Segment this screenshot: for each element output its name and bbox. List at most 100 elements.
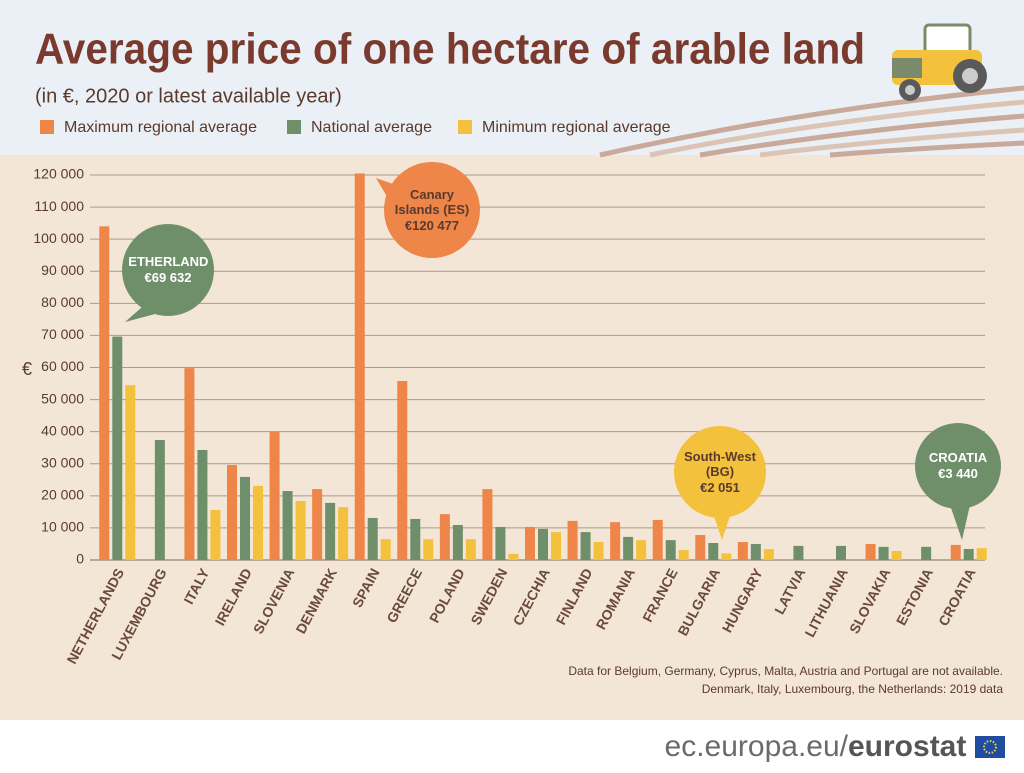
y-tick-label: 110 000 bbox=[34, 198, 84, 214]
bar bbox=[665, 540, 676, 560]
bar bbox=[367, 517, 378, 560]
y-tick-label: 20 000 bbox=[41, 487, 84, 503]
bar bbox=[763, 549, 774, 560]
bar bbox=[567, 520, 578, 560]
callout-bubble bbox=[915, 423, 1001, 509]
bar bbox=[295, 500, 306, 560]
callout-label: €3 440 bbox=[938, 466, 978, 481]
bar bbox=[695, 534, 706, 560]
bar bbox=[508, 553, 519, 560]
bar bbox=[154, 440, 165, 560]
chart-title: Average price of one hectare of arable l… bbox=[35, 25, 865, 74]
bar bbox=[750, 543, 761, 560]
bar bbox=[623, 536, 634, 560]
callout-label: €69 632 bbox=[144, 270, 192, 285]
legend-label: Minimum regional average bbox=[482, 119, 671, 136]
eu-flag bbox=[975, 736, 1005, 758]
y-tick-label: 0 bbox=[76, 551, 84, 567]
callout-content: CROATIA €3 440 bbox=[921, 429, 995, 503]
callout-title: NETHERLANDS bbox=[128, 254, 208, 270]
bar bbox=[737, 542, 748, 560]
y-tick-label: 50 000 bbox=[41, 390, 84, 406]
callout-content: NETHERLANDS€69 632 bbox=[128, 230, 208, 310]
y-tick-label: 90 000 bbox=[41, 262, 84, 278]
header-background bbox=[0, 0, 1024, 155]
legend-label: Maximum regional average bbox=[64, 119, 257, 136]
bar bbox=[678, 550, 689, 560]
bar bbox=[240, 476, 250, 560]
bar bbox=[380, 539, 391, 560]
bar bbox=[836, 545, 846, 560]
y-tick-label: 10 000 bbox=[41, 519, 84, 535]
chart-subtitle: (in €, 2020 or latest available year) bbox=[35, 85, 342, 107]
legend-swatch bbox=[458, 120, 472, 134]
bar bbox=[253, 485, 263, 560]
bar bbox=[452, 525, 463, 560]
y-tick-label: 60 000 bbox=[41, 358, 84, 374]
callout-bubble bbox=[674, 426, 766, 518]
bar bbox=[439, 514, 450, 560]
bar bbox=[465, 539, 476, 560]
bar bbox=[495, 526, 506, 560]
callout-label: €2 051 bbox=[700, 479, 740, 495]
bar bbox=[793, 545, 804, 560]
callout-content: Canary Islands (ES) €120 477 bbox=[390, 168, 474, 252]
bar bbox=[99, 226, 110, 561]
callout-text: South-West (BG)€2 051 bbox=[680, 432, 760, 512]
bar bbox=[865, 543, 876, 560]
bar bbox=[950, 544, 961, 560]
bar bbox=[338, 507, 349, 560]
field-stripes bbox=[599, 85, 1024, 158]
y-tick-label: 40 000 bbox=[41, 422, 84, 438]
source-site: ec.europa.eu/ bbox=[665, 730, 849, 763]
bar bbox=[210, 509, 221, 560]
bar bbox=[721, 553, 732, 560]
bar bbox=[636, 540, 647, 560]
bar bbox=[482, 489, 493, 560]
bar bbox=[878, 546, 889, 560]
callout-text: Canary Islands (ES)€120 477 bbox=[390, 168, 474, 252]
bar bbox=[551, 532, 561, 560]
bar bbox=[325, 502, 336, 560]
bar bbox=[312, 489, 323, 560]
bar bbox=[227, 465, 237, 560]
callout-content: South-West (BG) €2 051 bbox=[680, 432, 760, 512]
note: Data for Belgium, Germany, Cyprus, Malta… bbox=[568, 664, 1003, 678]
bar bbox=[397, 380, 408, 560]
bar bbox=[708, 542, 719, 560]
y-tick-label: 100 000 bbox=[33, 230, 84, 246]
bar bbox=[184, 368, 195, 560]
bar bbox=[538, 528, 548, 560]
callout-text: CROATIA€3 440 bbox=[921, 429, 995, 503]
bar bbox=[593, 542, 604, 560]
bar bbox=[921, 546, 932, 560]
bar bbox=[525, 526, 535, 560]
bar bbox=[423, 539, 434, 560]
callout-bubble bbox=[384, 162, 480, 258]
legend-swatch bbox=[287, 120, 301, 134]
y-tick-label: 30 000 bbox=[41, 454, 84, 470]
legend-swatch bbox=[40, 120, 54, 134]
footer-background bbox=[0, 720, 1024, 773]
y-axis-label: € bbox=[22, 359, 32, 379]
bar bbox=[976, 548, 987, 560]
y-tick-label: 80 000 bbox=[41, 294, 84, 310]
bar bbox=[269, 431, 280, 560]
callout-title: Canary Islands (ES) bbox=[394, 186, 470, 218]
legend-label: National average bbox=[311, 119, 432, 136]
note: Denmark, Italy, Luxembourg, the Netherla… bbox=[702, 682, 1004, 696]
bar bbox=[197, 449, 208, 560]
bar bbox=[963, 548, 974, 560]
bar bbox=[891, 551, 902, 560]
bar bbox=[112, 336, 123, 560]
bar bbox=[354, 173, 365, 561]
callout-tail bbox=[950, 505, 970, 540]
callout-title: South-West (BG) bbox=[684, 448, 756, 480]
bar bbox=[125, 385, 136, 560]
callout-label: €120 477 bbox=[404, 217, 460, 233]
source-brand: eurostat bbox=[848, 730, 966, 763]
tractor-icon bbox=[892, 23, 987, 101]
bar bbox=[652, 519, 663, 560]
bar bbox=[282, 491, 293, 560]
